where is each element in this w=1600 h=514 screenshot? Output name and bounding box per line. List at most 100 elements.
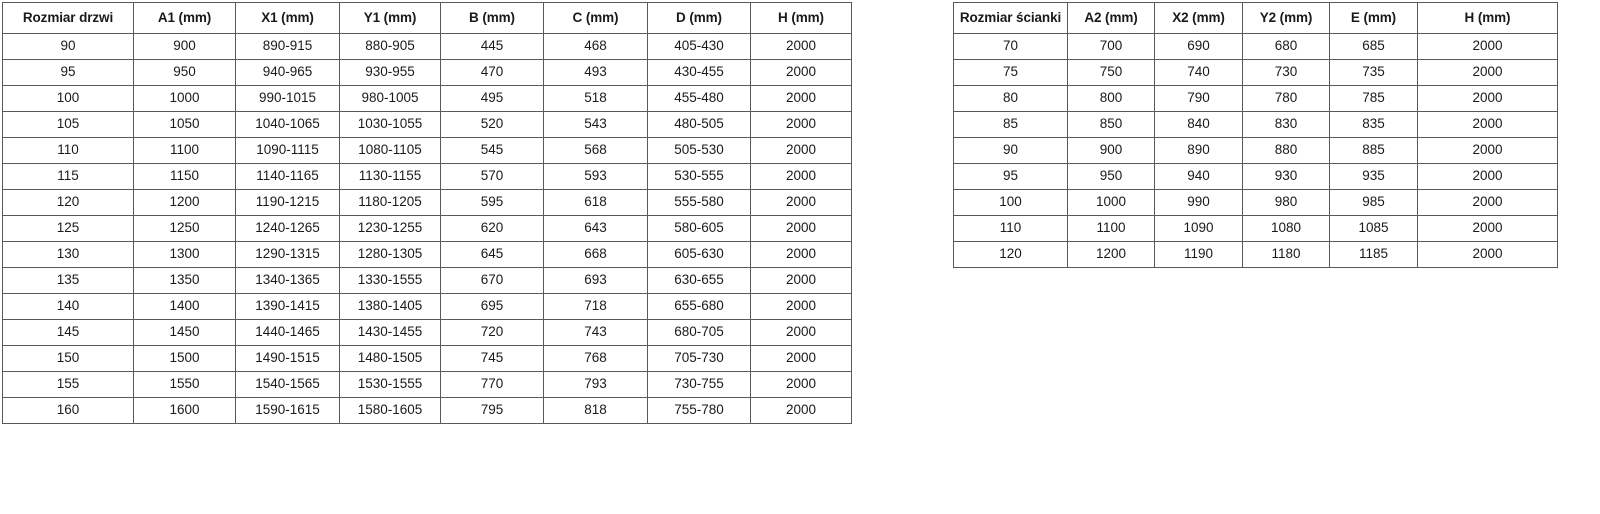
table-cell: 2000 bbox=[1417, 163, 1558, 190]
table-cell: 1150 bbox=[133, 163, 236, 190]
table-cell: 780 bbox=[1242, 85, 1330, 112]
table-cell: 120 bbox=[2, 189, 134, 216]
table-row: 100 1000 990-1015 980-1005 495 518 455-480 2000 bbox=[2, 85, 852, 112]
table-cell: 950 bbox=[1067, 163, 1155, 190]
table-cell: 2000 bbox=[750, 371, 852, 398]
table-cell: 880-905 bbox=[339, 33, 441, 60]
table-cell: 695 bbox=[440, 293, 544, 320]
table-cell: 1180 bbox=[1242, 241, 1330, 268]
table-cell: 545 bbox=[440, 137, 544, 164]
table-cell: 530-555 bbox=[647, 163, 751, 190]
table-cell: 1540-1565 bbox=[235, 371, 340, 398]
table-cell: 680 bbox=[1242, 33, 1330, 60]
table-cell: 2000 bbox=[750, 293, 852, 320]
table-cell: 1600 bbox=[133, 397, 236, 424]
table-cell: 1040-1065 bbox=[235, 111, 340, 138]
table-cell: 2000 bbox=[750, 111, 852, 138]
table-cell: 668 bbox=[543, 241, 648, 268]
table-row: 70 700 690 680 685 2000 bbox=[953, 33, 1558, 60]
table-cell: 85 bbox=[953, 111, 1068, 138]
table-cell: 543 bbox=[543, 111, 648, 138]
table-cell: 100 bbox=[2, 85, 134, 112]
table-cell: 1190 bbox=[1154, 241, 1243, 268]
table-row: 110 1100 1090-1115 1080-1105 545 568 505-530 20… bbox=[2, 137, 852, 164]
table-cell: 70 bbox=[953, 33, 1068, 60]
table-cell: 693 bbox=[543, 267, 648, 294]
table-cell: 1030-1055 bbox=[339, 111, 441, 138]
table-cell: 690 bbox=[1154, 33, 1243, 60]
table-cell: 890-915 bbox=[235, 33, 340, 60]
table-cell: 160 bbox=[2, 397, 134, 424]
table-cell: 935 bbox=[1329, 163, 1418, 190]
wall-panel-dimensions-table: Rozmiar ścianki A2 (mm) X2 (mm) Y2 (mm) … bbox=[953, 2, 1558, 268]
table-cell: 595 bbox=[440, 189, 544, 216]
table-cell: 1390-1415 bbox=[235, 293, 340, 320]
table-cell: 1580-1605 bbox=[339, 397, 441, 424]
table-cell: 840 bbox=[1154, 111, 1243, 138]
table-row: 150 1500 1490-1515 1480-1505 745 768 705-730 20… bbox=[2, 345, 852, 372]
table-cell: 1280-1305 bbox=[339, 241, 441, 268]
table-cell: 455-480 bbox=[647, 85, 751, 112]
table-cell: 95 bbox=[953, 163, 1068, 190]
table-cell: 743 bbox=[543, 319, 648, 346]
table-row: 125 1250 1240-1265 1230-1255 620 643 580-605 20… bbox=[2, 215, 852, 242]
table-cell: 795 bbox=[440, 397, 544, 424]
table-cell: 850 bbox=[1067, 111, 1155, 138]
table-cell: 95 bbox=[2, 59, 134, 86]
table-cell: 618 bbox=[543, 189, 648, 216]
table-cell: 100 bbox=[953, 189, 1068, 216]
table-cell: 1080-1105 bbox=[339, 137, 441, 164]
table-header-row: Rozmiar ścianki A2 (mm) X2 (mm) Y2 (mm) … bbox=[953, 2, 1558, 34]
column-header: H (mm) bbox=[750, 2, 852, 34]
table-cell: 750 bbox=[1067, 59, 1155, 86]
table-cell: 120 bbox=[953, 241, 1068, 268]
table-cell: 1200 bbox=[1067, 241, 1155, 268]
column-header: D (mm) bbox=[647, 2, 751, 34]
table-row: 145 1450 1440-1465 1430-1455 720 743 680-705 20… bbox=[2, 319, 852, 346]
table-cell: 985 bbox=[1329, 189, 1418, 216]
table-cell: 2000 bbox=[1417, 59, 1558, 86]
table-cell: 493 bbox=[543, 59, 648, 86]
table-row: 140 1400 1390-1415 1380-1405 695 718 655-680 20… bbox=[2, 293, 852, 320]
table-cell: 830 bbox=[1242, 111, 1330, 138]
column-header: C (mm) bbox=[543, 2, 648, 34]
table-cell: 880 bbox=[1242, 137, 1330, 164]
table-cell: 980-1005 bbox=[339, 85, 441, 112]
table-cell: 740 bbox=[1154, 59, 1243, 86]
table-cell: 105 bbox=[2, 111, 134, 138]
column-header: Rozmiar ścianki bbox=[953, 2, 1068, 34]
table-cell: 1080 bbox=[1242, 215, 1330, 242]
table-cell: 110 bbox=[2, 137, 134, 164]
table-cell: 730 bbox=[1242, 59, 1330, 86]
table-cell: 705-730 bbox=[647, 345, 751, 372]
table-cell: 1190-1215 bbox=[235, 189, 340, 216]
table-row: 105 1050 1040-1065 1030-1055 520 543 480-505 20… bbox=[2, 111, 852, 138]
table-cell: 570 bbox=[440, 163, 544, 190]
table-cell: 2000 bbox=[1417, 85, 1558, 112]
table-cell: 1085 bbox=[1329, 215, 1418, 242]
table-cell: 620 bbox=[440, 215, 544, 242]
table-cell: 900 bbox=[133, 33, 236, 60]
table-row: 80 800 790 780 785 2000 bbox=[953, 85, 1558, 112]
column-header: Y1 (mm) bbox=[339, 2, 441, 34]
table-cell: 1300 bbox=[133, 241, 236, 268]
table-cell: 505-530 bbox=[647, 137, 751, 164]
table-cell: 568 bbox=[543, 137, 648, 164]
table-row: 85 850 840 830 835 2000 bbox=[953, 111, 1558, 138]
table-cell: 1500 bbox=[133, 345, 236, 372]
table-cell: 745 bbox=[440, 345, 544, 372]
table-row: 75 750 740 730 735 2000 bbox=[953, 59, 1558, 86]
table-cell: 115 bbox=[2, 163, 134, 190]
table-cell: 125 bbox=[2, 215, 134, 242]
table-cell: 835 bbox=[1329, 111, 1418, 138]
door-dimensions-table: Rozmiar drzwi A1 (mm) X1 (mm) Y1 (mm) B … bbox=[2, 2, 852, 424]
table-cell: 75 bbox=[953, 59, 1068, 86]
table-cell: 1480-1505 bbox=[339, 345, 441, 372]
table-row: 100 1000 990 980 985 2000 bbox=[953, 189, 1558, 216]
table-cell: 130 bbox=[2, 241, 134, 268]
table-cell: 1000 bbox=[133, 85, 236, 112]
table-cell: 735 bbox=[1329, 59, 1418, 86]
table-cell: 1230-1255 bbox=[339, 215, 441, 242]
table-cell: 630-655 bbox=[647, 267, 751, 294]
table-cell: 730-755 bbox=[647, 371, 751, 398]
